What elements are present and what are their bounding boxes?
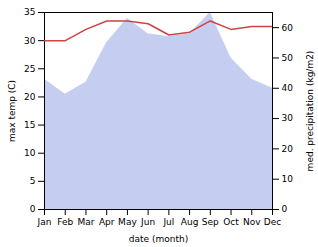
svg-text:30: 30 bbox=[282, 113, 294, 123]
svg-text:0: 0 bbox=[282, 204, 288, 214]
svg-text:35: 35 bbox=[24, 7, 35, 17]
svg-text:Jun: Jun bbox=[140, 217, 155, 227]
svg-text:Oct: Oct bbox=[223, 217, 239, 227]
svg-text:40: 40 bbox=[282, 83, 294, 93]
svg-text:May: May bbox=[118, 217, 137, 227]
svg-text:20: 20 bbox=[282, 144, 294, 154]
svg-text:Mar: Mar bbox=[77, 217, 94, 227]
svg-text:max temp (C): max temp (C) bbox=[7, 80, 17, 142]
svg-text:Nov: Nov bbox=[243, 217, 261, 227]
svg-text:60: 60 bbox=[282, 23, 294, 33]
svg-text:10: 10 bbox=[24, 148, 36, 158]
svg-text:50: 50 bbox=[282, 53, 294, 63]
svg-text:10: 10 bbox=[282, 174, 294, 184]
svg-text:0: 0 bbox=[30, 204, 36, 214]
svg-text:30: 30 bbox=[24, 36, 36, 46]
svg-text:Jul: Jul bbox=[162, 217, 174, 227]
svg-text:20: 20 bbox=[24, 92, 36, 102]
svg-text:Jan: Jan bbox=[37, 217, 52, 227]
svg-text:15: 15 bbox=[24, 120, 35, 130]
svg-text:25: 25 bbox=[24, 64, 35, 74]
svg-text:Sep: Sep bbox=[202, 217, 219, 227]
svg-text:date (month): date (month) bbox=[129, 234, 188, 244]
svg-text:5: 5 bbox=[30, 176, 36, 186]
svg-text:Aug: Aug bbox=[181, 217, 199, 227]
svg-text:Dec: Dec bbox=[264, 217, 281, 227]
svg-text:Feb: Feb bbox=[57, 217, 73, 227]
svg-text:Apr: Apr bbox=[99, 217, 115, 227]
svg-text:med. precipitation (kg/m2): med. precipitation (kg/m2) bbox=[305, 51, 315, 172]
